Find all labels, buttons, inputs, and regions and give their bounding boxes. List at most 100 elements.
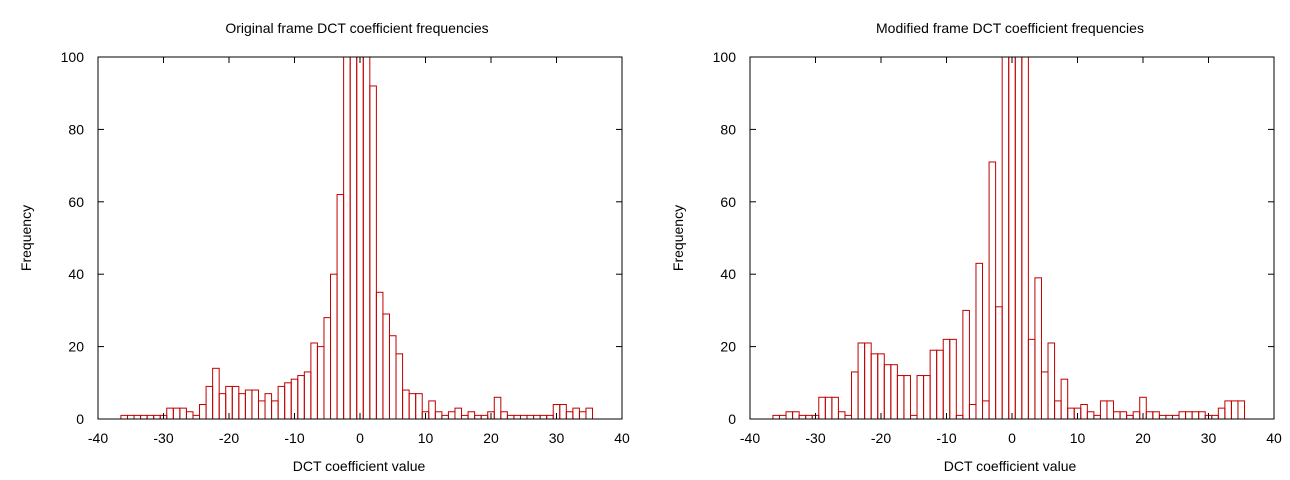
x-tick-label: -10 xyxy=(284,430,304,446)
histogram-bar xyxy=(120,414,128,420)
y-tick-label: 80 xyxy=(720,121,736,137)
x-axis-label: DCT coefficient value xyxy=(944,458,1077,474)
y-tick-label: 60 xyxy=(720,194,736,210)
histogram-bar xyxy=(395,353,404,420)
histogram-bar xyxy=(565,411,574,420)
histogram-bar xyxy=(1145,411,1154,420)
histogram-bar xyxy=(1034,277,1042,420)
y-tick-label: 0 xyxy=(728,411,736,427)
histogram-bar xyxy=(844,414,853,420)
histogram-bar xyxy=(903,375,911,420)
y-tick-label: 20 xyxy=(68,339,84,355)
histogram-bar xyxy=(1178,411,1187,420)
y-tick-label: 20 xyxy=(720,339,736,355)
histogram-bar xyxy=(461,414,469,420)
histogram-bar xyxy=(936,349,944,420)
histogram-bar xyxy=(310,342,318,420)
histogram-bar xyxy=(192,414,201,420)
bars xyxy=(120,56,594,420)
histogram-bar xyxy=(877,353,885,420)
histogram-bar xyxy=(1008,56,1016,420)
histogram-bar xyxy=(916,375,925,420)
histogram-bar xyxy=(428,400,436,420)
histogram-bar xyxy=(172,407,181,420)
histogram-bar xyxy=(1217,407,1226,420)
x-tick-label: 20 xyxy=(483,430,499,446)
histogram-bar xyxy=(1224,400,1232,420)
histogram-bar xyxy=(805,414,813,420)
histogram-bar xyxy=(257,400,266,420)
histogram-bar xyxy=(218,393,227,420)
histogram-bar xyxy=(271,400,279,420)
x-tick-label: 10 xyxy=(1070,430,1086,446)
histogram-bar xyxy=(578,411,587,420)
histogram-bar xyxy=(1113,411,1121,420)
histogram-bar xyxy=(402,389,410,420)
histogram-bar xyxy=(949,338,957,420)
histogram-bar xyxy=(955,414,964,420)
y-tick-label: 100 xyxy=(61,49,85,65)
histogram-bar xyxy=(837,411,846,420)
histogram-bar xyxy=(382,313,390,420)
histogram-bar xyxy=(369,85,377,420)
histogram-bar xyxy=(1237,400,1246,420)
x-axis-label: DCT coefficient value xyxy=(293,458,426,474)
histogram-bar xyxy=(251,389,259,420)
x-tick-label: 30 xyxy=(549,430,565,446)
histogram-bar xyxy=(870,353,879,420)
bars xyxy=(772,56,1246,420)
x-tick-label: -30 xyxy=(805,430,825,446)
histogram-bar xyxy=(1185,411,1193,420)
histogram-bar xyxy=(785,411,794,420)
y-axis-label: Frequency xyxy=(18,205,34,271)
histogram-bar xyxy=(212,367,220,420)
histogram-bar xyxy=(1021,56,1029,420)
histogram-bar xyxy=(883,364,892,420)
histogram-bar xyxy=(533,414,541,420)
plot-frame xyxy=(749,56,1275,420)
x-tick-label: -30 xyxy=(153,430,173,446)
histogram-bar xyxy=(909,414,918,420)
histogram-bar xyxy=(375,291,384,420)
histogram-bar xyxy=(153,414,161,420)
histogram-bar xyxy=(179,407,187,420)
histogram-bar xyxy=(185,411,194,420)
histogram-bar xyxy=(284,382,292,420)
y-tick-label: 40 xyxy=(720,266,736,282)
histogram-bar xyxy=(1093,414,1101,420)
histogram-bar xyxy=(1171,414,1180,420)
histogram-bar xyxy=(1067,407,1075,420)
histogram-bar xyxy=(297,375,305,420)
histogram-bar xyxy=(415,393,423,420)
chart-title: Original frame DCT coefficient frequenci… xyxy=(225,20,488,36)
histogram-bar xyxy=(1132,411,1141,420)
chart-original: Original frame DCT coefficient frequenci… xyxy=(18,20,630,474)
histogram-bar xyxy=(500,411,508,420)
histogram-bar xyxy=(792,411,800,420)
x-tick-label: 10 xyxy=(418,430,434,446)
histogram-bar xyxy=(1106,400,1115,420)
y-tick-label: 60 xyxy=(68,194,84,210)
x-tick-label: -10 xyxy=(936,430,956,446)
histogram-bar xyxy=(506,414,515,420)
histogram-bar xyxy=(205,385,214,420)
x-tick-label: 0 xyxy=(1008,430,1016,446)
histogram-bar xyxy=(772,414,780,420)
histogram-bar xyxy=(559,404,567,420)
histogram-bar xyxy=(1080,404,1088,420)
histogram-bar xyxy=(982,400,990,420)
histogram-bar xyxy=(1230,400,1239,420)
histogram-bar xyxy=(929,349,938,420)
histogram-bar xyxy=(857,342,866,420)
histogram-bar xyxy=(303,371,312,420)
x-tick-label: 30 xyxy=(1201,430,1217,446)
histogram-bar xyxy=(199,404,207,420)
histogram-bar xyxy=(480,414,489,420)
histogram-bar xyxy=(1027,338,1036,420)
x-tick-label: 0 xyxy=(356,430,364,446)
histogram-bar xyxy=(1165,414,1173,420)
histogram-bar xyxy=(988,161,997,420)
y-tick-label: 100 xyxy=(713,49,737,65)
histogram-bar xyxy=(1158,414,1167,420)
